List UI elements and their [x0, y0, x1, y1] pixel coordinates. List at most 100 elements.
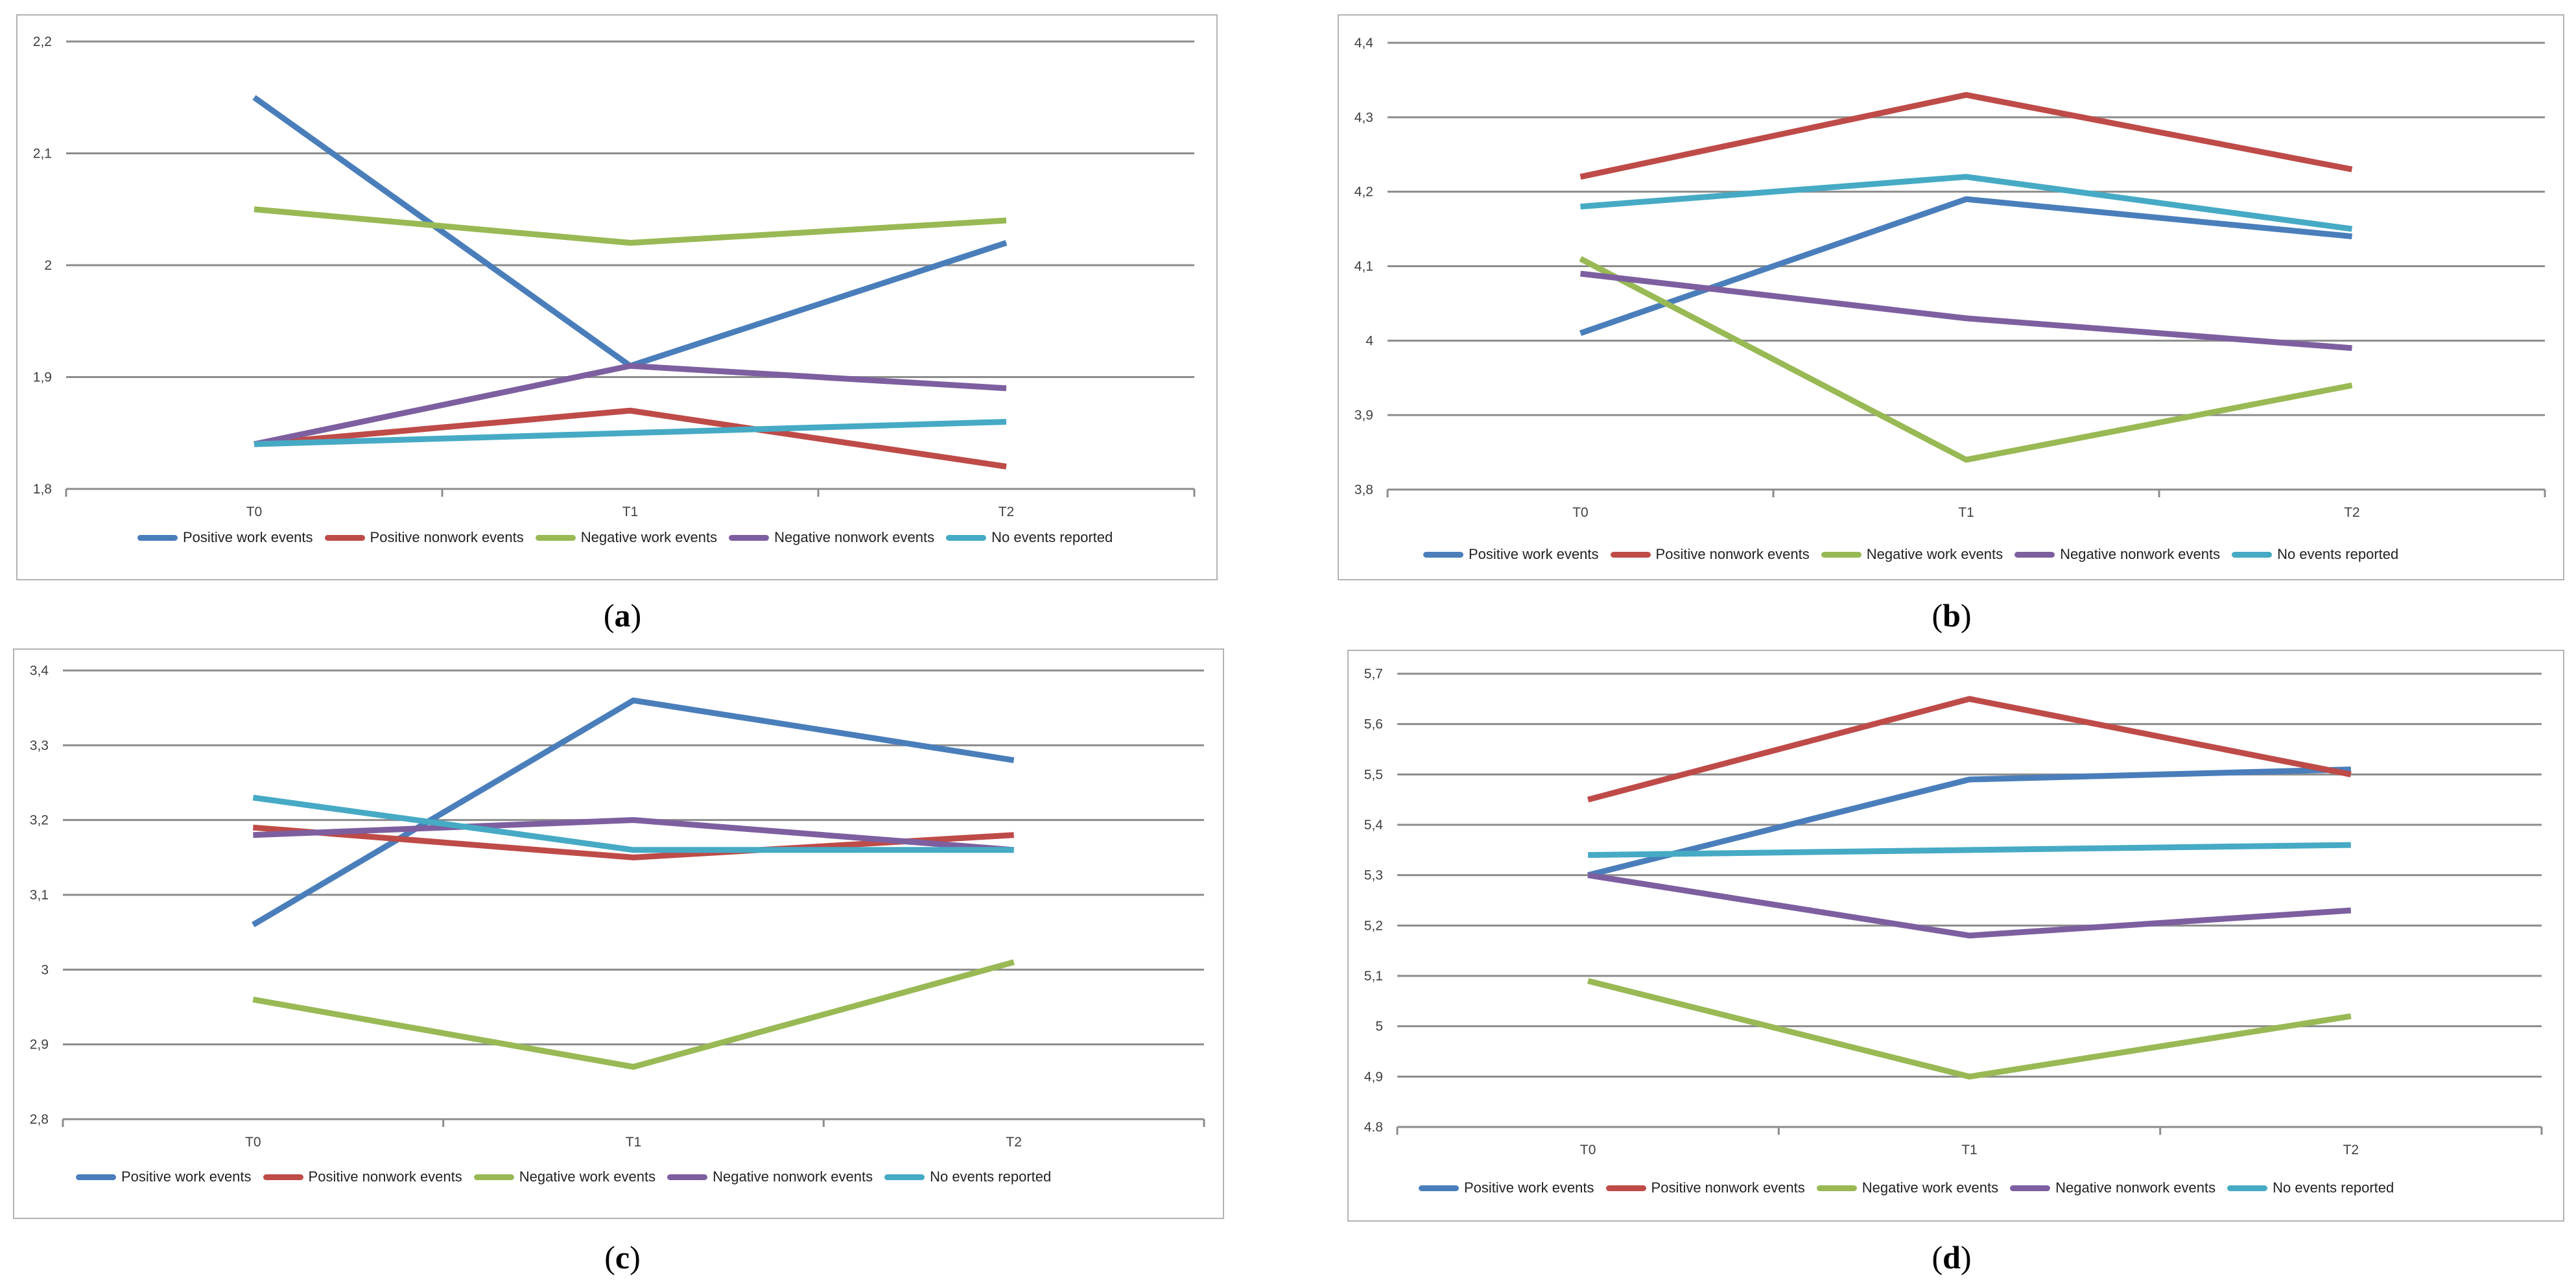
x-tick-label: T1	[1958, 505, 1974, 520]
legend-label: No events reported	[2277, 546, 2399, 562]
legend-item: Negative nonwork events	[2015, 546, 2220, 563]
legend-swatch	[2015, 551, 2055, 558]
y-tick-label: 3,8	[1354, 482, 1373, 497]
x-tick-label: T2	[2343, 1143, 2359, 1157]
chart-panel-a: 1,8 1,9 2 2,1 2,2 T0 T1 T2 Positive work events…	[16, 14, 1218, 580]
y-tick-label: 5,2	[1364, 918, 1383, 933]
series-line-positive-nonwork	[1587, 696, 2352, 803]
y-tick-label: 3,9	[1354, 408, 1373, 423]
legend-item: Negative work events	[1821, 546, 2003, 563]
y-tick-label: 5,5	[1364, 767, 1383, 782]
series-line-negative-nonwork	[253, 817, 1015, 853]
series-line-positive-nonwork	[254, 407, 1007, 469]
y-tick-label: 3,1	[30, 888, 49, 903]
legend-item: Positive nonwork events	[1610, 546, 1810, 563]
y-tick-label: 2	[44, 258, 52, 273]
y-tick-label: 5,1	[1364, 969, 1383, 984]
legend-swatch	[2010, 1185, 2051, 1191]
y-tick-label: 5,6	[1364, 717, 1383, 732]
legend-label: Positive nonwork events	[1655, 546, 1810, 562]
y-tick-label: 4,3	[1354, 110, 1373, 125]
series-line-negative-nonwork	[1579, 270, 2352, 351]
legend-item: No events reported	[884, 1168, 1051, 1185]
y-tick-label: 5,4	[1364, 818, 1384, 833]
series-line-negative-work	[254, 206, 1007, 246]
y-tick-label: 3,3	[30, 738, 49, 753]
legend-item: No events reported	[2232, 546, 2398, 563]
y-tick-label: 4.8	[1364, 1120, 1383, 1135]
x-tick-label: T1	[622, 504, 639, 519]
legend-label: Positive work events	[121, 1168, 252, 1185]
y-tick-label: 2,2	[33, 34, 52, 49]
series-line-negative-work	[1579, 256, 2353, 463]
x-tick-label: T0	[1580, 1143, 1596, 1157]
legend-swatch	[1605, 1185, 1646, 1191]
y-tick-label: 1,8	[33, 482, 52, 497]
legend-item: Positive nonwork events	[1605, 1179, 1805, 1196]
y-tick-label: 4,2	[1354, 185, 1373, 200]
chart-c-svg: 2,8 2,9 3 3,1 3,2 3,3 3,4 T0 T1 T2	[30, 663, 1205, 1150]
y-tick-label: 4	[1365, 333, 1373, 348]
legend-label: No events reported	[930, 1168, 1052, 1185]
x-tick-label: T0	[246, 504, 263, 519]
legend-label: No events reported	[991, 529, 1113, 545]
legend-label: Negative work events	[1866, 546, 2003, 562]
y-tick-label: 3	[41, 962, 49, 977]
legend-b: Positive work events Positive nonwork eve…	[1423, 546, 2410, 563]
caption-d: (d)	[1932, 1239, 1972, 1275]
legend-swatch	[884, 1174, 925, 1180]
series-line-no-events	[252, 794, 1014, 853]
legend-label: Positive work events	[1464, 1179, 1594, 1196]
legend-label: Negative work events	[1861, 1179, 1999, 1196]
x-tick-label: T0	[1572, 505, 1589, 520]
legend-swatch	[1816, 1185, 1857, 1191]
chart-b-svg: 3,8 3,9 4 4,1 4,2 4,3 4,4 T0 T1 T2	[1354, 36, 2546, 520]
series-line-positive-work	[252, 697, 1015, 928]
y-tick-label: 2,1	[33, 147, 52, 161]
series-line-negative-work	[252, 959, 1015, 1070]
x-tick-label: T1	[626, 1135, 642, 1150]
legend-item: Negative work events	[535, 529, 718, 546]
series-line-negative-nonwork	[1587, 872, 2352, 939]
legend-swatch	[137, 534, 178, 541]
y-tick-label: 4,4	[1354, 36, 1374, 51]
legend-item: Positive nonwork events	[324, 529, 524, 546]
legend-label: Positive work events	[183, 529, 313, 545]
caption-a: (a)	[603, 597, 642, 634]
series-line-positive-work	[252, 95, 1008, 369]
legend-item: Positive work events	[76, 1168, 252, 1185]
y-tick-label: 4,9	[1364, 1069, 1383, 1084]
legend-label: Negative nonwork events	[774, 529, 935, 545]
legend-item: Positive nonwork events	[263, 1168, 462, 1185]
legend-item: Positive work events	[1423, 546, 1599, 563]
legend-swatch	[324, 534, 365, 541]
legend-swatch	[473, 1174, 514, 1180]
chart-panel-b: 3,8 3,9 4 4,1 4,2 4,3 4,4 T0 T1 T2 Positive work …	[1338, 14, 2564, 580]
legend-label: No events reported	[2273, 1179, 2394, 1196]
legend-item: No events reported	[946, 529, 1113, 546]
series-line-positive-work	[1587, 766, 2351, 879]
legend-label: Negative nonwork events	[2060, 546, 2221, 562]
series-line-no-events	[254, 419, 1007, 447]
legend-swatch	[2232, 551, 2273, 558]
legend-item: Negative nonwork events	[2010, 1179, 2216, 1196]
legend-label: Negative nonwork events	[2055, 1179, 2216, 1196]
y-tick-label: 5,7	[1364, 667, 1383, 681]
legend-label: Positive nonwork events	[370, 529, 524, 545]
legend-label: Positive nonwork events	[308, 1168, 462, 1185]
legend-label: Negative nonwork events	[713, 1168, 873, 1185]
x-tick-label: T2	[2344, 505, 2360, 520]
y-tick-label: 2,8	[30, 1112, 49, 1127]
legend-swatch	[667, 1174, 708, 1180]
legend-swatch	[1423, 551, 1463, 558]
legend-swatch	[263, 1174, 303, 1180]
legend-label: Positive work events	[1469, 546, 1599, 562]
series-line-no-events	[1588, 842, 2351, 859]
legend-item: Negative work events	[1816, 1179, 1999, 1196]
x-tick-label: T2	[998, 504, 1015, 519]
chart-d-svg: 4.8 4,9 5 5,1 5,2 5,3 5,4 5,5 5,6 5,7 T0 T1 T2	[1364, 667, 2543, 1157]
legend-swatch	[1419, 1185, 1459, 1191]
legend-label: Negative work events	[580, 529, 718, 545]
series-line-no-events	[1580, 174, 2353, 232]
legend-d: Positive work events Positive nonwork eve…	[1419, 1179, 2405, 1196]
